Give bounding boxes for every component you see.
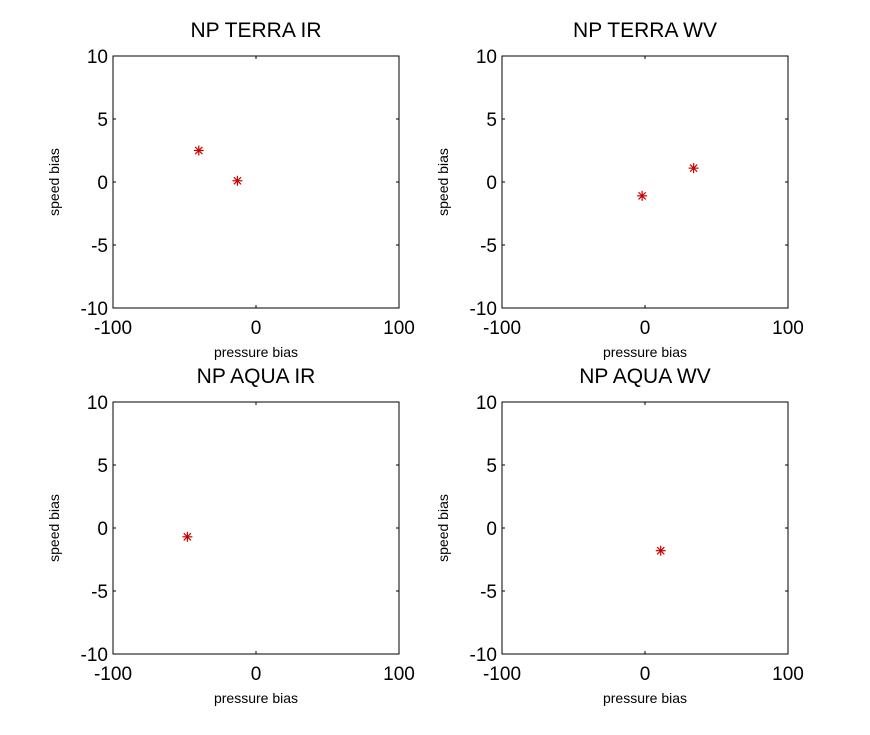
x-tick-label: 100 [772,318,804,339]
x-tick-label: 100 [383,664,415,685]
y-tick-label: 10 [476,393,497,414]
y-tick-label: -5 [480,582,497,603]
chart-title: NP TERRA WV [573,19,717,42]
y-tick-label: 5 [97,456,108,477]
y-tick-label: 10 [87,393,108,414]
y-axis-label: speed bias [46,494,62,562]
y-tick-label: -10 [81,645,108,666]
y-axis-label: speed bias [46,148,62,216]
y-axis-label: speed bias [435,494,451,562]
x-tick-label: -100 [94,664,132,685]
x-axis-label: pressure bias [214,690,298,706]
x-axis-label: pressure bias [214,344,298,360]
y-tick-label: 10 [476,47,497,68]
chart-title: NP TERRA IR [190,19,321,42]
x-axis-label: pressure bias [603,344,687,360]
x-tick-label: 100 [772,664,804,685]
y-tick-label: 10 [87,47,108,68]
subplot-1: NP TERRA IR -100 0 100 10 5 0 -5 -10 pressure bia… [46,19,415,360]
subplot-3: NP AQUA IR -100 0 100 10 5 0 -5 -10 pressure bias… [46,365,415,706]
x-tick-label: 100 [383,318,415,339]
x-axis-label: pressure bias [603,690,687,706]
y-tick-label: 5 [486,456,497,477]
y-tick-label: 0 [486,173,497,194]
data-point [182,531,193,542]
y-tick-label: -5 [91,236,108,257]
data-point [688,163,699,174]
chart-title: NP AQUA IR [197,365,316,388]
x-tick-label: -100 [483,664,521,685]
x-tick-label: 0 [640,664,651,685]
chart-title: NP AQUA WV [579,365,711,388]
y-tick-label: 5 [486,110,497,131]
x-tick-label: 0 [251,664,262,685]
x-tick-label: 0 [251,318,262,339]
subplot-4: NP AQUA WV -100 0 100 10 5 0 -5 -10 pressure bias… [435,365,804,706]
y-tick-label: -10 [470,645,497,666]
y-tick-label: -5 [91,582,108,603]
y-tick-label: 0 [97,519,108,540]
data-point [655,545,666,556]
y-tick-label: -10 [470,299,497,320]
data-point [232,175,243,186]
subplot-2: NP TERRA WV -100 0 100 10 5 0 -5 -10 pressure bia… [435,19,804,360]
x-tick-label: 0 [640,318,651,339]
y-tick-label: 0 [486,519,497,540]
data-point [637,190,648,201]
data-point [193,145,204,156]
x-tick-label: -100 [483,318,521,339]
y-tick-label: -5 [480,236,497,257]
x-tick-label: -100 [94,318,132,339]
y-tick-label: -10 [81,299,108,320]
y-axis-label: speed bias [435,148,451,216]
y-tick-label: 0 [97,173,108,194]
y-tick-label: 5 [97,110,108,131]
